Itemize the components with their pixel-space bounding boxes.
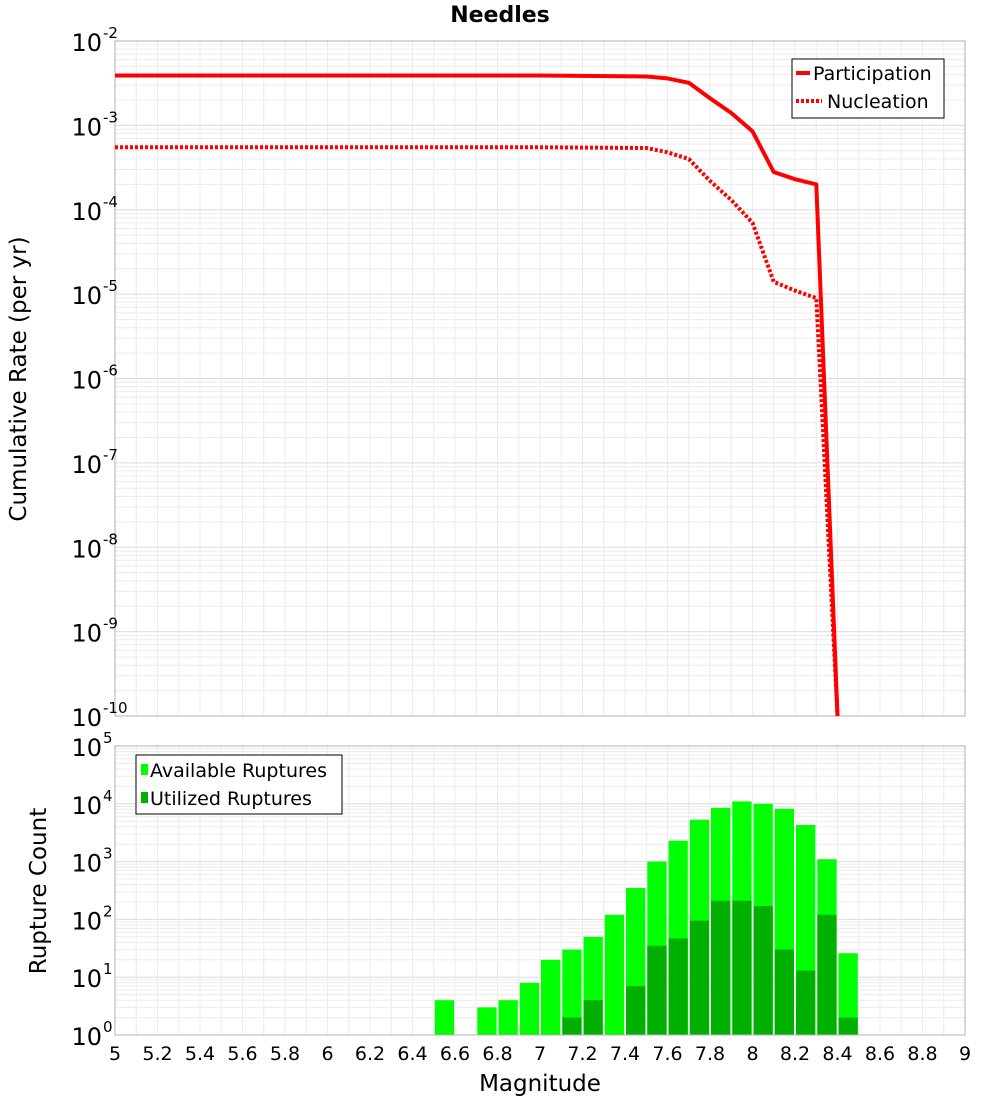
bottom-x-ticks: 5 5.2 5.4 5.6 5.8 6 6.2 6.4 6.6 6.8 7 7.2 7.4 7.6 7.8 8… <box>109 1043 971 1065</box>
bar-utilized-ruptures <box>711 900 731 1035</box>
y-tick-label: 10 <box>71 535 102 563</box>
x-tick-label: 6.6 <box>440 1043 470 1065</box>
top-plot-area <box>114 40 966 717</box>
bar-available-ruptures <box>604 914 625 1035</box>
y-tick-label: 10 <box>71 1023 102 1051</box>
y-tick-exponent: 5 <box>103 729 113 747</box>
legend-participation-label: Participation <box>813 63 932 85</box>
y-tick-label: 10 <box>71 704 102 732</box>
bar-available-ruptures <box>477 1007 497 1035</box>
legend-utilized-swatch <box>141 792 148 803</box>
bar-utilized-ruptures <box>774 949 794 1035</box>
y-tick-exponent: -2 <box>103 24 118 42</box>
bottom-plot-bars <box>434 801 858 1035</box>
x-tick-label: 8 <box>746 1043 758 1065</box>
top-y-ticks: 10-210-310-410-510-610-710-810-910-10 <box>71 24 127 732</box>
y-tick-label: 10 <box>71 734 102 762</box>
y-tick-exponent: -7 <box>103 446 118 464</box>
x-axis-label: Magnitude <box>479 1071 601 1097</box>
y-tick-exponent: 0 <box>103 1018 113 1036</box>
bar-available-ruptures <box>434 1000 455 1035</box>
x-tick-label: 7 <box>534 1043 546 1065</box>
y-tick-label: 10 <box>71 113 102 141</box>
y-tick-exponent: -10 <box>103 699 128 717</box>
bar-utilized-ruptures <box>753 906 773 1035</box>
x-tick-label: 7.6 <box>652 1043 682 1065</box>
legend-available-label: Available Ruptures <box>150 760 327 782</box>
legend-utilized-label: Utilized Ruptures <box>150 788 312 810</box>
bottom-plot-area <box>114 745 966 1036</box>
bar-utilized-ruptures <box>689 920 710 1035</box>
top-plot-grid <box>114 41 966 717</box>
x-tick-label: 8.8 <box>907 1043 937 1065</box>
y-tick-exponent: 1 <box>103 960 113 978</box>
y-tick-label: 10 <box>71 850 102 878</box>
x-tick-label: 7.2 <box>567 1043 597 1065</box>
y-tick-exponent: 3 <box>103 845 113 863</box>
y-tick-label: 10 <box>71 282 102 310</box>
bar-utilized-ruptures <box>817 914 837 1035</box>
bar-utilized-ruptures <box>668 938 688 1035</box>
x-tick-label: 7.4 <box>610 1043 640 1065</box>
series-line-nucleation <box>115 145 840 717</box>
chart-title: Needles <box>450 3 550 28</box>
y-tick-exponent: -8 <box>103 530 118 548</box>
legend-available-swatch <box>141 764 148 775</box>
x-tick-label: 8.2 <box>780 1043 810 1065</box>
bar-available-ruptures <box>562 949 582 1035</box>
bottom-legend: Available Ruptures Utilized Ruptures <box>135 754 343 815</box>
x-tick-label: 6.4 <box>397 1043 427 1065</box>
bar-utilized-ruptures <box>796 970 816 1035</box>
x-tick-label: 8.4 <box>822 1043 852 1065</box>
bar-available-ruptures <box>498 1000 518 1035</box>
y-tick-exponent: -9 <box>103 615 118 633</box>
legend-nucleation-label: Nucleation <box>827 91 929 113</box>
y-tick-label: 10 <box>71 965 102 993</box>
y-tick-exponent: -5 <box>103 277 118 295</box>
x-tick-label: 7.8 <box>695 1043 725 1065</box>
x-tick-label: 5.2 <box>142 1043 172 1065</box>
y-tick-exponent: 4 <box>103 787 113 805</box>
x-tick-label: 6 <box>321 1043 333 1065</box>
x-tick-label: 5.8 <box>270 1043 300 1065</box>
x-tick-label: 8.6 <box>865 1043 895 1065</box>
y-tick-exponent: 2 <box>103 902 113 920</box>
y-tick-label: 10 <box>71 367 102 395</box>
bar-utilized-ruptures <box>626 986 646 1035</box>
bar-utilized-ruptures <box>562 1017 582 1035</box>
y-tick-exponent: -3 <box>103 108 118 126</box>
bar-available-ruptures <box>838 953 858 1035</box>
bar-available-ruptures <box>541 959 561 1035</box>
x-tick-label: 5.6 <box>227 1043 257 1065</box>
y-tick-label: 10 <box>71 29 102 57</box>
y-tick-label: 10 <box>71 620 102 648</box>
top-y-axis-label: Cumulative Rate (per yr) <box>6 236 32 521</box>
x-tick-label: 5.4 <box>185 1043 215 1065</box>
bar-available-ruptures <box>519 982 540 1035</box>
y-tick-exponent: -6 <box>103 362 118 380</box>
top-legend: Participation Nucleation <box>791 58 945 119</box>
bar-utilized-ruptures <box>583 1000 603 1035</box>
bottom-y-axis-label: Rupture Count <box>26 808 52 974</box>
top-plot-series <box>115 73 840 717</box>
x-tick-label: 9 <box>959 1043 971 1065</box>
x-tick-label: 6.8 <box>482 1043 512 1065</box>
y-tick-label: 10 <box>71 451 102 479</box>
x-tick-label: 6.2 <box>355 1043 385 1065</box>
bar-utilized-ruptures <box>647 945 667 1035</box>
series-line-participation <box>115 73 840 717</box>
x-tick-label: 5 <box>109 1043 121 1065</box>
y-tick-exponent: -4 <box>103 193 118 211</box>
y-tick-label: 10 <box>71 907 102 935</box>
bar-utilized-ruptures <box>838 1017 858 1035</box>
y-tick-label: 10 <box>71 198 102 226</box>
y-tick-label: 10 <box>71 792 102 820</box>
bar-utilized-ruptures <box>732 900 752 1035</box>
